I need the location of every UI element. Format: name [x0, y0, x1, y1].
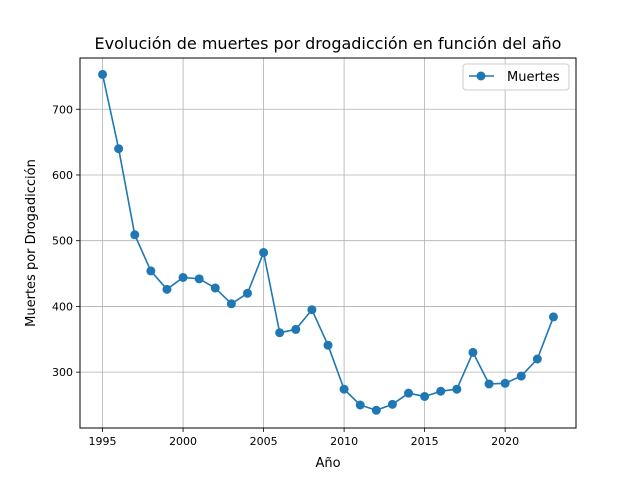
data-point — [114, 144, 124, 154]
data-point — [98, 69, 108, 79]
data-point — [532, 354, 542, 364]
data-point — [323, 340, 333, 350]
data-point — [516, 371, 526, 381]
data-point — [371, 405, 381, 415]
data-point — [355, 400, 365, 410]
data-point — [548, 312, 558, 322]
grid-lines — [80, 58, 576, 428]
y-tick-label: 700 — [52, 103, 73, 116]
data-point — [162, 284, 172, 294]
data-point — [275, 328, 285, 338]
data-point — [468, 347, 478, 357]
chart-title: Evolución de muertes por drogadicción en… — [95, 34, 562, 53]
plot-frame — [79, 57, 577, 429]
x-tick-label: 2005 — [250, 435, 278, 448]
x-tick-label: 2010 — [330, 435, 358, 448]
legend-marker-swatch — [476, 71, 486, 81]
data-point — [178, 273, 188, 283]
data-point — [259, 248, 269, 258]
data-point — [130, 230, 140, 240]
legend-label: Muertes — [507, 70, 560, 85]
y-axis-label: Muertes por Drogadicción — [24, 159, 39, 327]
data-point — [484, 379, 494, 389]
y-tick-label: 400 — [52, 300, 73, 313]
data-point — [226, 299, 236, 309]
legend-box — [462, 63, 570, 91]
data-point — [500, 378, 510, 388]
y-tick-label: 600 — [52, 169, 73, 182]
x-axis: 1995 2000 2005 2010 2015 2020 — [89, 428, 519, 448]
data-point — [387, 399, 397, 409]
y-axis: 300 400 500 600 700 — [52, 103, 80, 379]
plot-area — [80, 58, 576, 428]
y-tick-label: 500 — [52, 235, 73, 248]
x-axis-label: Año — [315, 456, 340, 471]
data-point — [420, 391, 430, 401]
data-point — [452, 384, 462, 394]
x-tick-label: 2015 — [411, 435, 439, 448]
y-tick-label: 300 — [52, 366, 73, 379]
data-point — [339, 384, 349, 394]
data-point — [404, 388, 414, 398]
x-tick-label: 2000 — [169, 435, 197, 448]
data-point — [242, 288, 252, 298]
data-point — [210, 283, 220, 293]
x-tick-label: 2020 — [491, 435, 519, 448]
data-point — [146, 266, 156, 276]
series-layer — [98, 69, 558, 415]
data-point — [291, 324, 301, 334]
data-point — [307, 305, 317, 315]
x-tick-label: 1995 — [89, 435, 117, 448]
data-point — [194, 274, 204, 284]
legend: Muertes — [462, 63, 570, 91]
data-point — [436, 386, 446, 396]
